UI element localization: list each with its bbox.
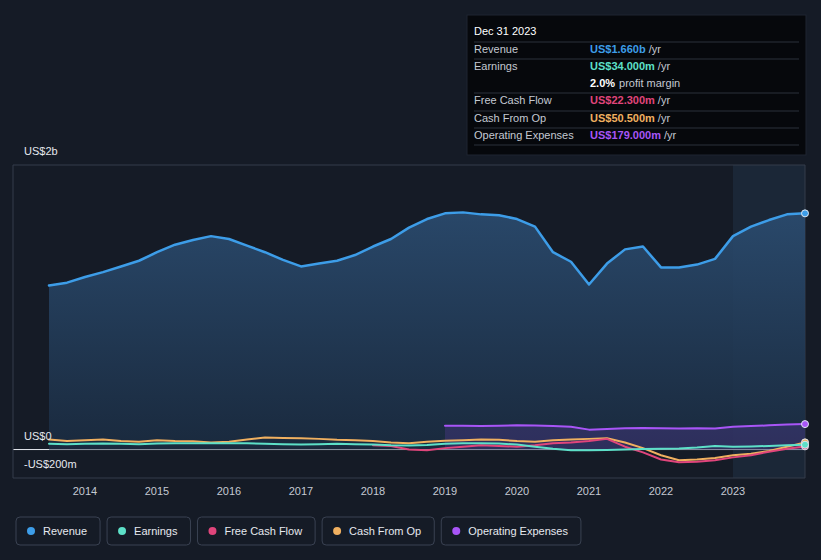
legend-box	[441, 517, 581, 545]
legend-box	[107, 517, 190, 545]
y-tick-label: US$2b	[24, 145, 58, 157]
tooltip-margin-label: profit margin	[619, 77, 680, 89]
x-tick-label: 2019	[433, 485, 457, 497]
tooltip-unit: /yr	[658, 112, 671, 124]
legend-box	[16, 517, 100, 545]
legend-label: Free Cash Flow	[224, 525, 302, 537]
tooltip: Dec 31 2023 Revenue US$1.660b/yr Earnings US…	[467, 15, 806, 155]
grid-line	[13, 165, 805, 166]
marks	[49, 212, 805, 462]
tooltip-unit: /yr	[658, 94, 671, 106]
end-dot	[802, 441, 809, 448]
legend-label: Revenue	[43, 525, 87, 537]
legend-item: Earnings	[107, 517, 190, 545]
x-tick-label: 2014	[73, 485, 97, 497]
tooltip-separator	[474, 145, 799, 146]
legend-swatch	[208, 527, 216, 535]
legend-swatch	[27, 527, 35, 535]
tooltip-value: US$22.300m	[590, 94, 655, 106]
legend-swatch	[333, 527, 341, 535]
end-dot	[802, 421, 809, 428]
legend-label: Earnings	[134, 525, 178, 537]
series-line	[49, 437, 805, 460]
legend-box	[322, 517, 434, 545]
series-line	[445, 424, 805, 430]
chart: US$2b US$0 -US$200m 2014 2015 2016 2017 2018 201…	[0, 0, 821, 560]
page: {"chart_data": { "type": "line", "x": [2…	[0, 0, 821, 560]
tooltip-value: US$50.500m	[590, 112, 655, 124]
x-tick-label: 2015	[145, 485, 169, 497]
y-tick-label: -US$200m	[24, 458, 77, 470]
legend-item: Operating Expenses	[441, 517, 581, 545]
series-line	[49, 212, 805, 285]
tooltip-unit: /yr	[664, 129, 677, 141]
frame-left	[13, 165, 14, 478]
x-tick-label: 2016	[217, 485, 241, 497]
x-tick-label: 2023	[721, 485, 745, 497]
tooltip-unit: /yr	[649, 43, 662, 55]
tooltip-value: US$34.000m	[590, 60, 655, 72]
legend-swatch	[118, 527, 126, 535]
series-line	[49, 443, 805, 450]
x-tick-label: 2017	[289, 485, 313, 497]
background	[0, 0, 821, 560]
tooltip-label: Revenue	[474, 43, 518, 55]
tooltip-label: Cash From Op	[474, 112, 546, 124]
end-dot	[802, 210, 809, 217]
tooltip-title: Dec 31 2023	[474, 25, 536, 37]
tooltip-label: Earnings	[474, 60, 518, 72]
x-tick-label: 2018	[361, 485, 385, 497]
tooltip-margin-value: 2.0%	[590, 77, 615, 89]
legend-label: Operating Expenses	[468, 525, 568, 537]
tooltip-value: US$1.660b	[590, 43, 646, 55]
tooltip-box	[467, 15, 806, 155]
revenue-area	[49, 212, 805, 449]
tooltip-label: Free Cash Flow	[474, 94, 552, 106]
legend-swatch	[452, 527, 460, 535]
tooltip-value: US$179.000m	[590, 129, 661, 141]
x-tick-label: 2022	[649, 485, 673, 497]
tooltip-label: Operating Expenses	[474, 129, 574, 141]
legend-box	[197, 517, 315, 545]
legend-item: Free Cash Flow	[197, 517, 315, 545]
legend-label: Cash From Op	[349, 525, 421, 537]
y-tick-label: US$0	[24, 430, 52, 442]
legend-item: Cash From Op	[322, 517, 434, 545]
x-tick-label: 2020	[505, 485, 529, 497]
legend-item: Revenue	[16, 517, 100, 545]
grid-line	[13, 478, 805, 479]
tooltip-unit: /yr	[658, 60, 671, 72]
x-tick-label: 2021	[577, 485, 601, 497]
